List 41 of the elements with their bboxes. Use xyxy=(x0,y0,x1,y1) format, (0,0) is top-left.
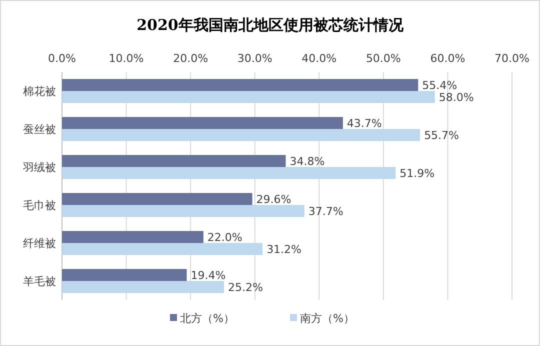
bar xyxy=(62,167,396,179)
bar xyxy=(62,243,263,255)
x-tick-label: 60.0% xyxy=(430,52,466,65)
data-label: 31.2% xyxy=(266,243,302,256)
data-label: 34.8% xyxy=(290,155,325,168)
y-tick-label: 棉花被 xyxy=(23,85,56,98)
bar xyxy=(62,269,187,281)
y-tick-label: 毛巾被 xyxy=(23,199,56,212)
data-label: 51.9% xyxy=(400,167,435,180)
legend-label: 南方（%） xyxy=(300,312,354,325)
legend-label: 北方（%） xyxy=(180,312,234,325)
y-tick-label: 蚕丝被 xyxy=(23,123,56,136)
y-tick-label: 羽绒被 xyxy=(23,161,56,174)
bar xyxy=(62,155,286,167)
x-tick-label: 30.0% xyxy=(237,52,272,65)
x-tick-label: 20.0% xyxy=(173,52,208,65)
data-label: 43.7% xyxy=(346,117,382,130)
x-tick-label: 40.0% xyxy=(302,52,337,65)
bar xyxy=(62,281,224,293)
data-label: 58.0% xyxy=(438,91,474,104)
data-label: 55.7% xyxy=(424,129,460,142)
bar xyxy=(62,79,418,91)
data-label: 25.2% xyxy=(228,281,263,294)
data-label: 19.4% xyxy=(190,269,226,282)
y-tick-label: 纤维被 xyxy=(23,237,56,250)
y-tick-label: 羊毛被 xyxy=(23,275,56,288)
x-tick-label: 70.0% xyxy=(494,52,530,65)
bar xyxy=(62,129,420,141)
data-label: 22.0% xyxy=(207,231,242,244)
x-tick-label: 0.0% xyxy=(48,52,76,65)
data-label: 37.7% xyxy=(308,205,344,218)
bar xyxy=(62,231,204,243)
x-tick-label: 50.0% xyxy=(366,52,401,65)
bar xyxy=(62,193,252,205)
data-label: 29.6% xyxy=(256,193,292,206)
bar xyxy=(62,91,435,103)
bar xyxy=(62,205,304,217)
data-label: 55.4% xyxy=(422,79,458,92)
chart-title: 2020年我国南北地区使用被芯统计情况 xyxy=(136,16,404,34)
bar xyxy=(62,117,343,129)
x-tick-label: 10.0% xyxy=(108,52,144,65)
